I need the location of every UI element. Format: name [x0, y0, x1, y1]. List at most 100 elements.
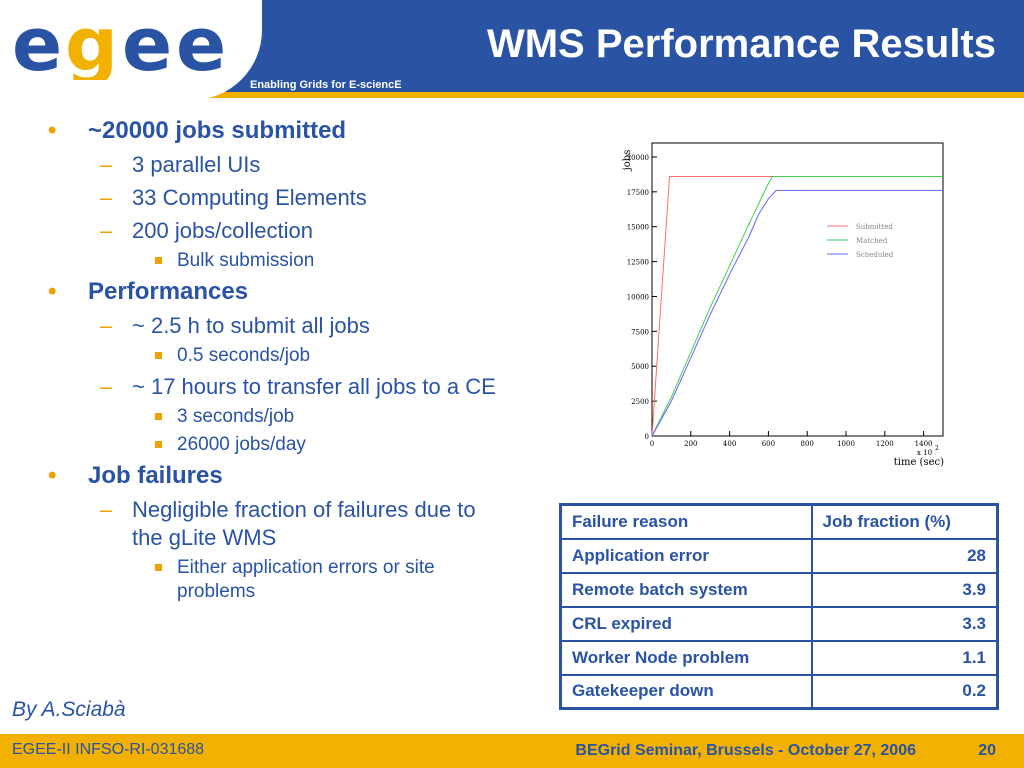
bullet-level2: –3 parallel UIs	[40, 151, 510, 179]
dash-bullet-icon: –	[100, 497, 113, 522]
dash-bullet-icon: –	[100, 374, 113, 399]
job-fraction-cell: 1.1	[810, 639, 999, 676]
table-row: Worker Node problem 1.1	[559, 639, 999, 676]
failure-reason-cell: Worker Node problem	[559, 639, 813, 676]
header-strip	[0, 92, 1024, 98]
square-bullet-icon	[155, 564, 162, 571]
y-tick-label: 12500	[627, 259, 649, 267]
series-line-matched	[651, 176, 943, 437]
job-fraction-cell: 0.2	[810, 673, 999, 710]
failure-reason-cell: CRL expired	[559, 605, 813, 642]
plot-frame	[651, 142, 944, 437]
failure-table: Failure reason Job fraction (%) Applicatio…	[559, 503, 999, 710]
square-bullet-icon	[155, 441, 162, 448]
bullet-level3: 3 seconds/job	[40, 405, 510, 429]
bullet-text: Performances	[88, 278, 249, 305]
series-line-scheduled	[651, 189, 943, 437]
bullet-text: Job failures	[88, 462, 223, 489]
slide-header: e g e e WMS Performance Results Enabling…	[0, 0, 1024, 100]
bullet-level3: 26000 jobs/day	[40, 433, 510, 457]
bullet-text: ~ 17 hours to transfer all jobs to a CE	[132, 374, 496, 399]
square-bullet-icon	[155, 257, 162, 264]
table-row: Remote batch system 3.9	[559, 571, 999, 608]
bullet-text: 26000 jobs/day	[177, 434, 306, 455]
bullet-text: Bulk submission	[177, 250, 315, 271]
svg-text:e: e	[122, 10, 170, 80]
x-axis-label: time (sec)	[894, 457, 944, 468]
table-row: Application error 28	[559, 537, 999, 574]
y-tick-label: 10000	[627, 293, 649, 301]
y-tick-label: 2500	[631, 398, 649, 406]
failure-reason-cell: Application error	[559, 537, 813, 574]
y-tick-label: 20000	[627, 154, 649, 162]
svg-text:g: g	[65, 10, 116, 80]
square-bullet-icon	[155, 413, 162, 420]
jobs-time-chart: 0 2500 5000 7500 10000 12500 15000 17500 20000 0 2…	[622, 142, 944, 468]
y-tick-label: 5000	[631, 363, 649, 371]
dot-bullet-icon: •	[48, 117, 57, 144]
failure-reason-cell: Remote batch system	[559, 571, 813, 608]
bullet-text: 33 Computing Elements	[132, 185, 367, 210]
author-credit: By A.Sciabà	[12, 698, 126, 721]
dash-bullet-icon: –	[100, 218, 113, 243]
job-fraction-cell: 28	[810, 537, 999, 574]
legend-label: Submitted	[856, 223, 893, 231]
bullet-level2: –33 Computing Elements	[40, 184, 510, 212]
failure-reason-cell: Gatekeeper down	[559, 673, 813, 710]
job-fraction-cell: 3.3	[810, 605, 999, 642]
dot-bullet-icon: •	[48, 278, 57, 305]
svg-text:e: e	[176, 10, 224, 80]
y-tick-label: 7500	[631, 328, 649, 336]
table-header-cell: Job fraction (%)	[810, 503, 999, 540]
x-tick-label: 800	[801, 440, 814, 448]
x-tick-label: 400	[723, 440, 736, 448]
y-tick-label: 15000	[627, 224, 649, 232]
table-row: CRL expired 3.3	[559, 605, 999, 642]
y-tick-label: 17500	[627, 189, 649, 197]
page-number: 20	[978, 742, 996, 759]
table-row: Gatekeeper down 0.2	[559, 673, 999, 710]
bullet-level1: • ~20000 jobs submitted	[40, 116, 510, 146]
dot-bullet-icon: •	[48, 462, 57, 489]
bullet-text: Either application errors or site proble…	[177, 557, 435, 602]
x-multiplier-label: x 10	[917, 449, 932, 457]
x-tick-label: 200	[684, 440, 697, 448]
footer-bar: EGEE-II INFSO-RI-031688 BEGrid Seminar, …	[0, 734, 1024, 768]
footer-project-id: EGEE-II INFSO-RI-031688	[12, 741, 205, 758]
bullet-text: 0.5 seconds/job	[177, 345, 311, 366]
y-tick-label: 0	[645, 433, 649, 441]
bullet-text: Negligible fraction of failures due to t…	[132, 497, 476, 550]
y-axis-label: jobs	[622, 150, 633, 172]
egee-logo: e g e e	[12, 10, 226, 80]
table-header-row: Failure reason Job fraction (%)	[559, 503, 999, 540]
tagline: Enabling Grids for E-sciencE	[250, 79, 402, 91]
dash-bullet-icon: –	[100, 313, 113, 338]
x-tick-label: 1200	[876, 440, 894, 448]
bullet-level2: – Negligible fraction of failures due to …	[40, 496, 510, 552]
table-header-cell: Failure reason	[559, 503, 813, 540]
footer-event: BEGrid Seminar, Brussels - October 27, 2…	[575, 742, 916, 759]
bullet-text: 200 jobs/collection	[132, 218, 314, 243]
x-tick-label: 0	[650, 440, 654, 448]
bullet-level1: • Job failures	[40, 461, 510, 491]
legend-label: Matched	[856, 237, 888, 245]
bullet-text: 3 parallel UIs	[132, 152, 261, 177]
bullet-level3: Either application errors or site proble…	[40, 556, 510, 604]
bullet-level3: Bulk submission	[40, 249, 510, 273]
x-tick-label: 1000	[837, 440, 855, 448]
x-tick-label: 600	[762, 440, 775, 448]
series-line-submitted	[651, 176, 943, 437]
bullet-level1: • Performances	[40, 277, 510, 307]
x-multiplier-exponent: 2	[935, 445, 939, 452]
bullet-level2: – ~ 2.5 h to submit all jobs	[40, 312, 510, 340]
bullet-text: ~20000 jobs submitted	[88, 117, 347, 144]
dash-bullet-icon: –	[100, 152, 113, 177]
bullet-level3: 0.5 seconds/job	[40, 344, 510, 368]
slide-title: WMS Performance Results	[486, 22, 996, 66]
bullet-list: • ~20000 jobs submitted –3 parallel UIs –33…	[40, 112, 510, 604]
bullet-level2: –200 jobs/collection	[40, 217, 510, 245]
bullet-text: ~ 2.5 h to submit all jobs	[132, 313, 370, 338]
bullet-level2: – ~ 17 hours to transfer all jobs to a CE	[40, 373, 510, 401]
legend-label: Scheduled	[856, 251, 894, 259]
bullet-text: 3 seconds/job	[177, 406, 295, 427]
